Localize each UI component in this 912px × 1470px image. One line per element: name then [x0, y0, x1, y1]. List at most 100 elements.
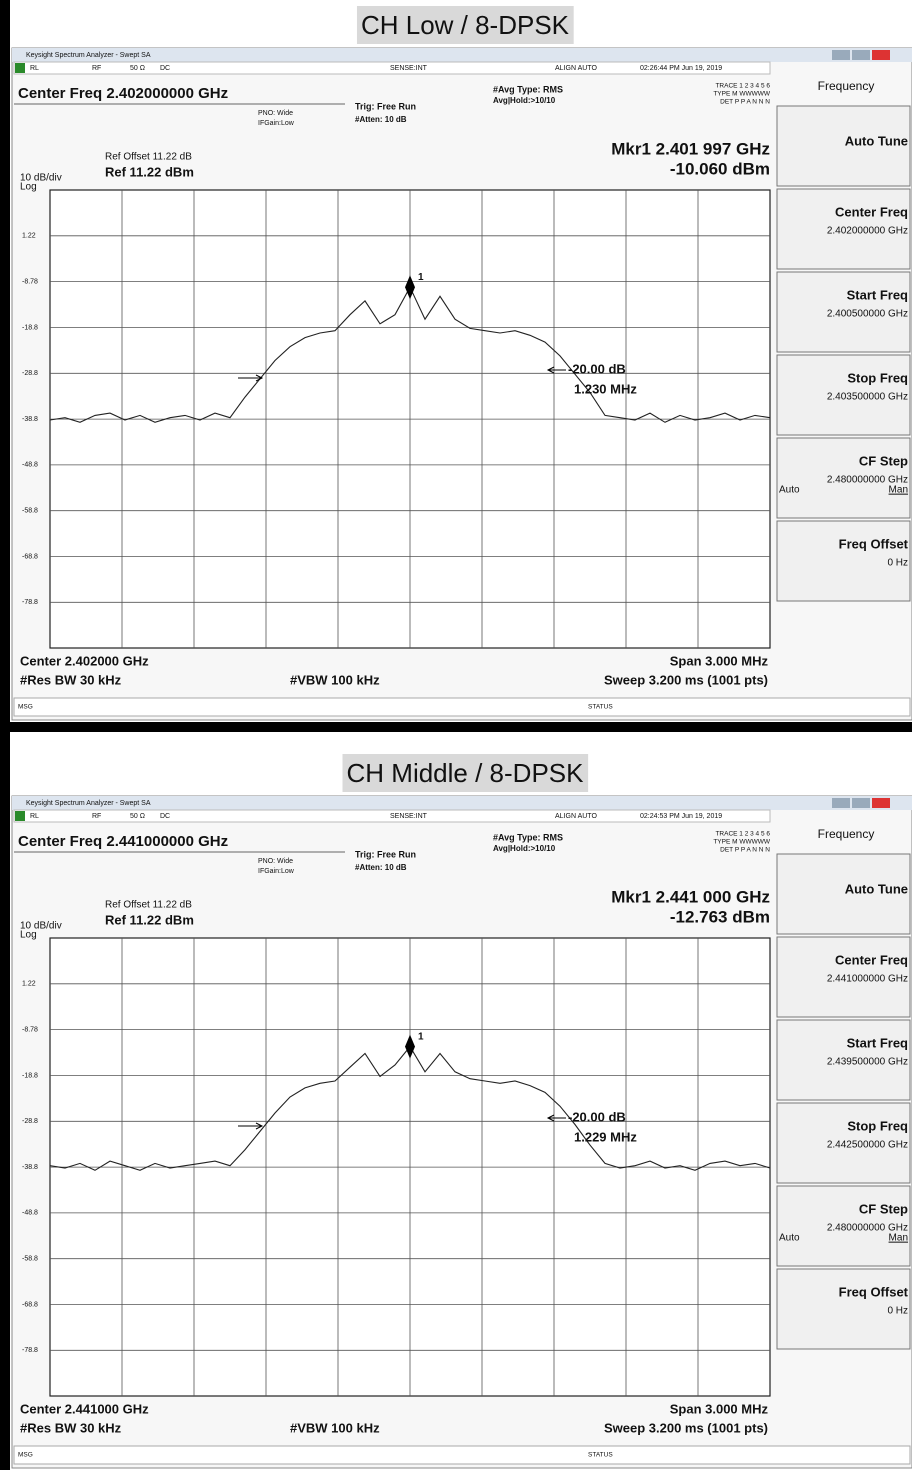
status-bar: STATUS	[588, 1452, 613, 1459]
sweep: Sweep 3.200 ms (1001 pts)	[604, 672, 768, 687]
atten: #Atten: 10 dB	[355, 863, 407, 872]
trace-info: TYPE M WWWWW	[713, 839, 771, 846]
softkey[interactable]	[776, 520, 911, 602]
scale-type: Log	[20, 930, 37, 941]
scale: 10 dB/div	[20, 173, 62, 184]
softkey-value: 2.480000000 GHz	[827, 1223, 908, 1234]
y-tick-label: -18.8	[22, 1072, 38, 1079]
title-background	[356, 6, 574, 44]
softkey-label: Start Freq	[847, 287, 908, 302]
center: Center 2.441000 GHz	[20, 1401, 149, 1416]
ifgain: IFGain:Low	[258, 868, 295, 875]
y-tick-label: -48.8	[22, 1210, 38, 1217]
center-freq: Center Freq 2.402000000 GHz	[18, 85, 228, 102]
softkey-value: 2.442500000 GHz	[827, 1140, 908, 1151]
pno: PNO: Wide	[258, 858, 293, 865]
softkey[interactable]	[776, 1102, 911, 1184]
delta-label: -20.00 dB	[568, 361, 626, 376]
y-tick-label: -68.8	[22, 553, 38, 560]
avg-type: #Avg Type: RMS	[493, 84, 563, 94]
marker-id: 1	[418, 272, 424, 283]
status-item: ALIGN AUTO	[555, 813, 597, 820]
avg-hold: Avg|Hold:>10/10	[493, 96, 556, 105]
avg-type: #Avg Type: RMS	[493, 832, 563, 842]
ref-offset: Ref Offset 11.22 dB	[105, 900, 192, 911]
y-tick-label: -78.8	[22, 1347, 38, 1354]
message-bar	[13, 1445, 911, 1465]
scale: 10 dB/div	[20, 921, 62, 932]
softkey[interactable]	[776, 188, 911, 270]
softkey-label: Freq Offset	[839, 1284, 909, 1299]
trace-info: TRACE 1 2 3 4 5 6	[715, 831, 770, 838]
separator	[0, 722, 912, 732]
delta-label: -20.00 dB	[568, 1109, 626, 1124]
window-button[interactable]	[852, 50, 870, 60]
window-bar	[12, 796, 912, 810]
softkey[interactable]	[776, 1185, 911, 1267]
window-button[interactable]	[832, 50, 850, 60]
softkey-value: 2.441000000 GHz	[827, 974, 908, 985]
window-button[interactable]	[872, 50, 890, 60]
softkey[interactable]	[776, 437, 911, 519]
status-item: 50 Ω	[130, 813, 145, 820]
window-bar	[12, 48, 912, 62]
softkey-value: 0 Hz	[887, 1306, 908, 1317]
arrow-right	[546, 1114, 566, 1122]
trace-info: DET P P A N N N	[720, 847, 770, 854]
trace-info: TRACE 1 2 3 4 5 6	[715, 83, 770, 90]
span: Span 3.000 MHz	[670, 1401, 769, 1416]
softkey[interactable]	[776, 105, 911, 187]
pno: PNO: Wide	[258, 110, 293, 117]
window-button[interactable]	[852, 798, 870, 808]
trace-info: DET P P A N N N	[720, 99, 770, 106]
status-item: DC	[160, 65, 170, 72]
marker-amp: -12.763 dBm	[670, 907, 770, 926]
rbw: #Res BW 30 kHz	[20, 672, 122, 687]
softkey[interactable]	[776, 853, 911, 935]
softkey-label: Center Freq	[835, 204, 908, 219]
msg: MSG	[18, 1452, 33, 1459]
status-icon	[15, 811, 25, 821]
avg-hold: Avg|Hold:>10/10	[493, 844, 556, 853]
status-item: SENSE:INT	[390, 65, 428, 72]
window-button[interactable]	[832, 798, 850, 808]
window-title: Keysight Spectrum Analyzer - Swept SA	[26, 800, 151, 807]
softkey[interactable]	[776, 271, 911, 353]
softkey[interactable]	[776, 354, 911, 436]
y-tick-label: 1.22	[22, 233, 36, 240]
arrow-left	[238, 374, 264, 382]
scale-type: Log	[20, 182, 37, 193]
left-border	[0, 0, 10, 1470]
softkey-label: Stop Freq	[847, 370, 908, 385]
marker	[405, 275, 415, 300]
panel-title: CH Low / 8-DPSK	[361, 10, 570, 40]
trace-info: TYPE M WWWWW	[713, 91, 771, 98]
y-tick-label: -48.8	[22, 462, 38, 469]
marker-freq: Mkr1 2.401 997 GHz	[611, 139, 770, 158]
msg: MSG	[18, 704, 33, 711]
window-button[interactable]	[872, 798, 890, 808]
softkey-label: Start Freq	[847, 1035, 908, 1050]
status-bar: STATUS	[588, 704, 613, 711]
ref-level: Ref 11.22 dBm	[105, 164, 194, 179]
vbw: #VBW 100 kHz	[290, 1420, 380, 1435]
y-tick-label: -28.8	[22, 1118, 38, 1125]
softkey-label: Auto Tune	[845, 881, 908, 896]
softkey-option: Man	[889, 485, 908, 496]
softkey[interactable]	[776, 936, 911, 1018]
arrow-right	[546, 366, 566, 374]
status-item: 02:24:53 PM Jun 19, 2019	[640, 813, 722, 820]
softkey-value: 2.403500000 GHz	[827, 392, 908, 403]
softkey-label: Center Freq	[835, 952, 908, 967]
softkey[interactable]	[776, 1019, 911, 1101]
softkey-label: Stop Freq	[847, 1118, 908, 1133]
marker-id: 1	[418, 1031, 424, 1042]
y-tick-label: -8.78	[22, 1026, 38, 1033]
span: Span 3.000 MHz	[670, 653, 769, 668]
trig: Trig: Free Run	[355, 101, 416, 111]
softkey-value: 2.439500000 GHz	[827, 1057, 908, 1068]
softkey[interactable]	[776, 1268, 911, 1350]
y-tick-label: 1.22	[22, 981, 36, 988]
y-tick-label: -38.8	[22, 1164, 38, 1171]
y-tick-label: -58.8	[22, 508, 38, 515]
